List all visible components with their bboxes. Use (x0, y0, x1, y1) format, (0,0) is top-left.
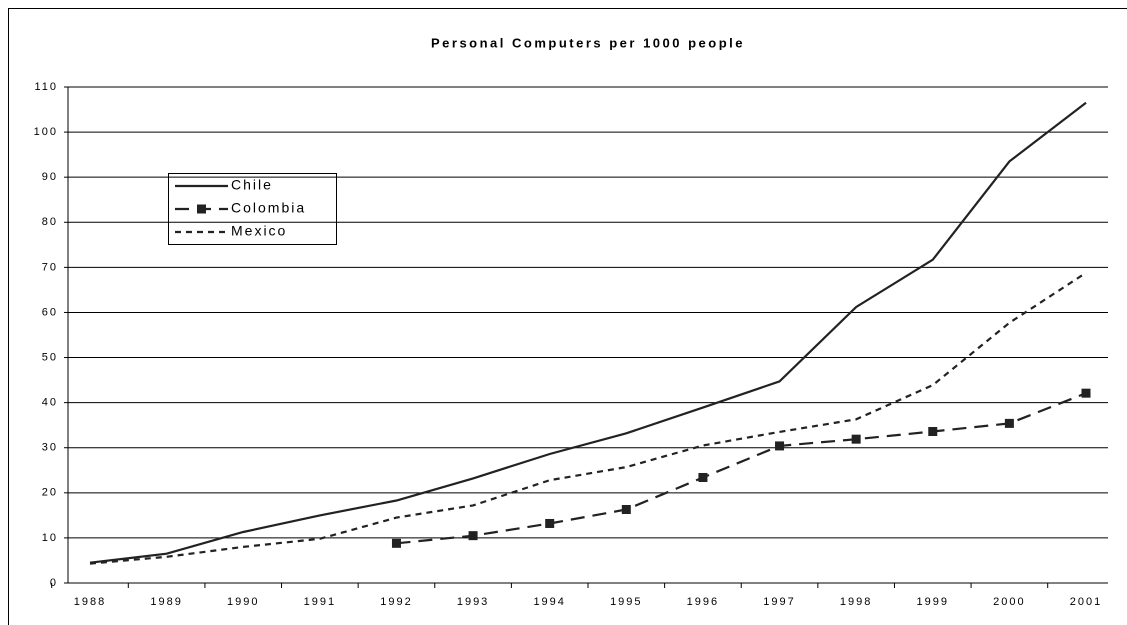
x-tick-label: 1997 (763, 596, 795, 608)
y-tick-label: 0 (50, 577, 58, 589)
legend-label: Colombia (231, 200, 306, 216)
x-tick-label: 1995 (610, 596, 642, 608)
data-point (1081, 388, 1091, 398)
data-point (1004, 418, 1014, 428)
chart-title: Personal Computers per 1000 people (431, 35, 745, 50)
y-tick-label: 60 (42, 306, 58, 318)
y-tick-label: 70 (42, 261, 58, 273)
series-line (396, 392, 1087, 545)
data-point (468, 531, 478, 541)
legend-label: Chile (231, 177, 273, 193)
legend-marker (197, 204, 206, 214)
y-tick-label: 20 (42, 487, 58, 499)
data-point (621, 505, 631, 515)
data-point (698, 472, 708, 482)
legend-label: Mexico (231, 223, 287, 239)
y-tick-label: 50 (42, 351, 58, 363)
x-tick-label: 1989 (150, 596, 182, 608)
y-tick-label: 40 (42, 397, 58, 409)
x-tick-label: 1998 (840, 596, 872, 608)
x-tick-label: 2000 (993, 596, 1025, 608)
series-line (89, 101, 1087, 564)
x-tick-label: 1990 (227, 596, 259, 608)
y-tick-label: 10 (42, 532, 58, 544)
data-point (391, 538, 401, 548)
x-tick-label: 2001 (1070, 596, 1102, 608)
legend: Chile Colombia Mexico (168, 173, 337, 245)
y-tick-label: 30 (42, 442, 58, 454)
data-point (928, 426, 938, 436)
data-point (851, 434, 861, 444)
x-tick-label: 1993 (457, 596, 489, 608)
data-point (545, 518, 555, 528)
x-tick-label: 1996 (687, 596, 719, 608)
x-tick-label: 1991 (304, 596, 336, 608)
x-tick-label: 1988 (74, 596, 106, 608)
y-tick-label: 110 (34, 81, 58, 93)
x-tick-label: 1994 (533, 596, 565, 608)
y-tick-label: 100 (34, 126, 58, 138)
series-line (89, 271, 1087, 565)
data-point (775, 441, 785, 451)
y-tick-label: 90 (42, 171, 58, 183)
x-tick-label: 1992 (380, 596, 412, 608)
chart-frame (8, 8, 1127, 625)
y-tick-label: 80 (42, 216, 58, 228)
x-tick-label: 1999 (917, 596, 949, 608)
